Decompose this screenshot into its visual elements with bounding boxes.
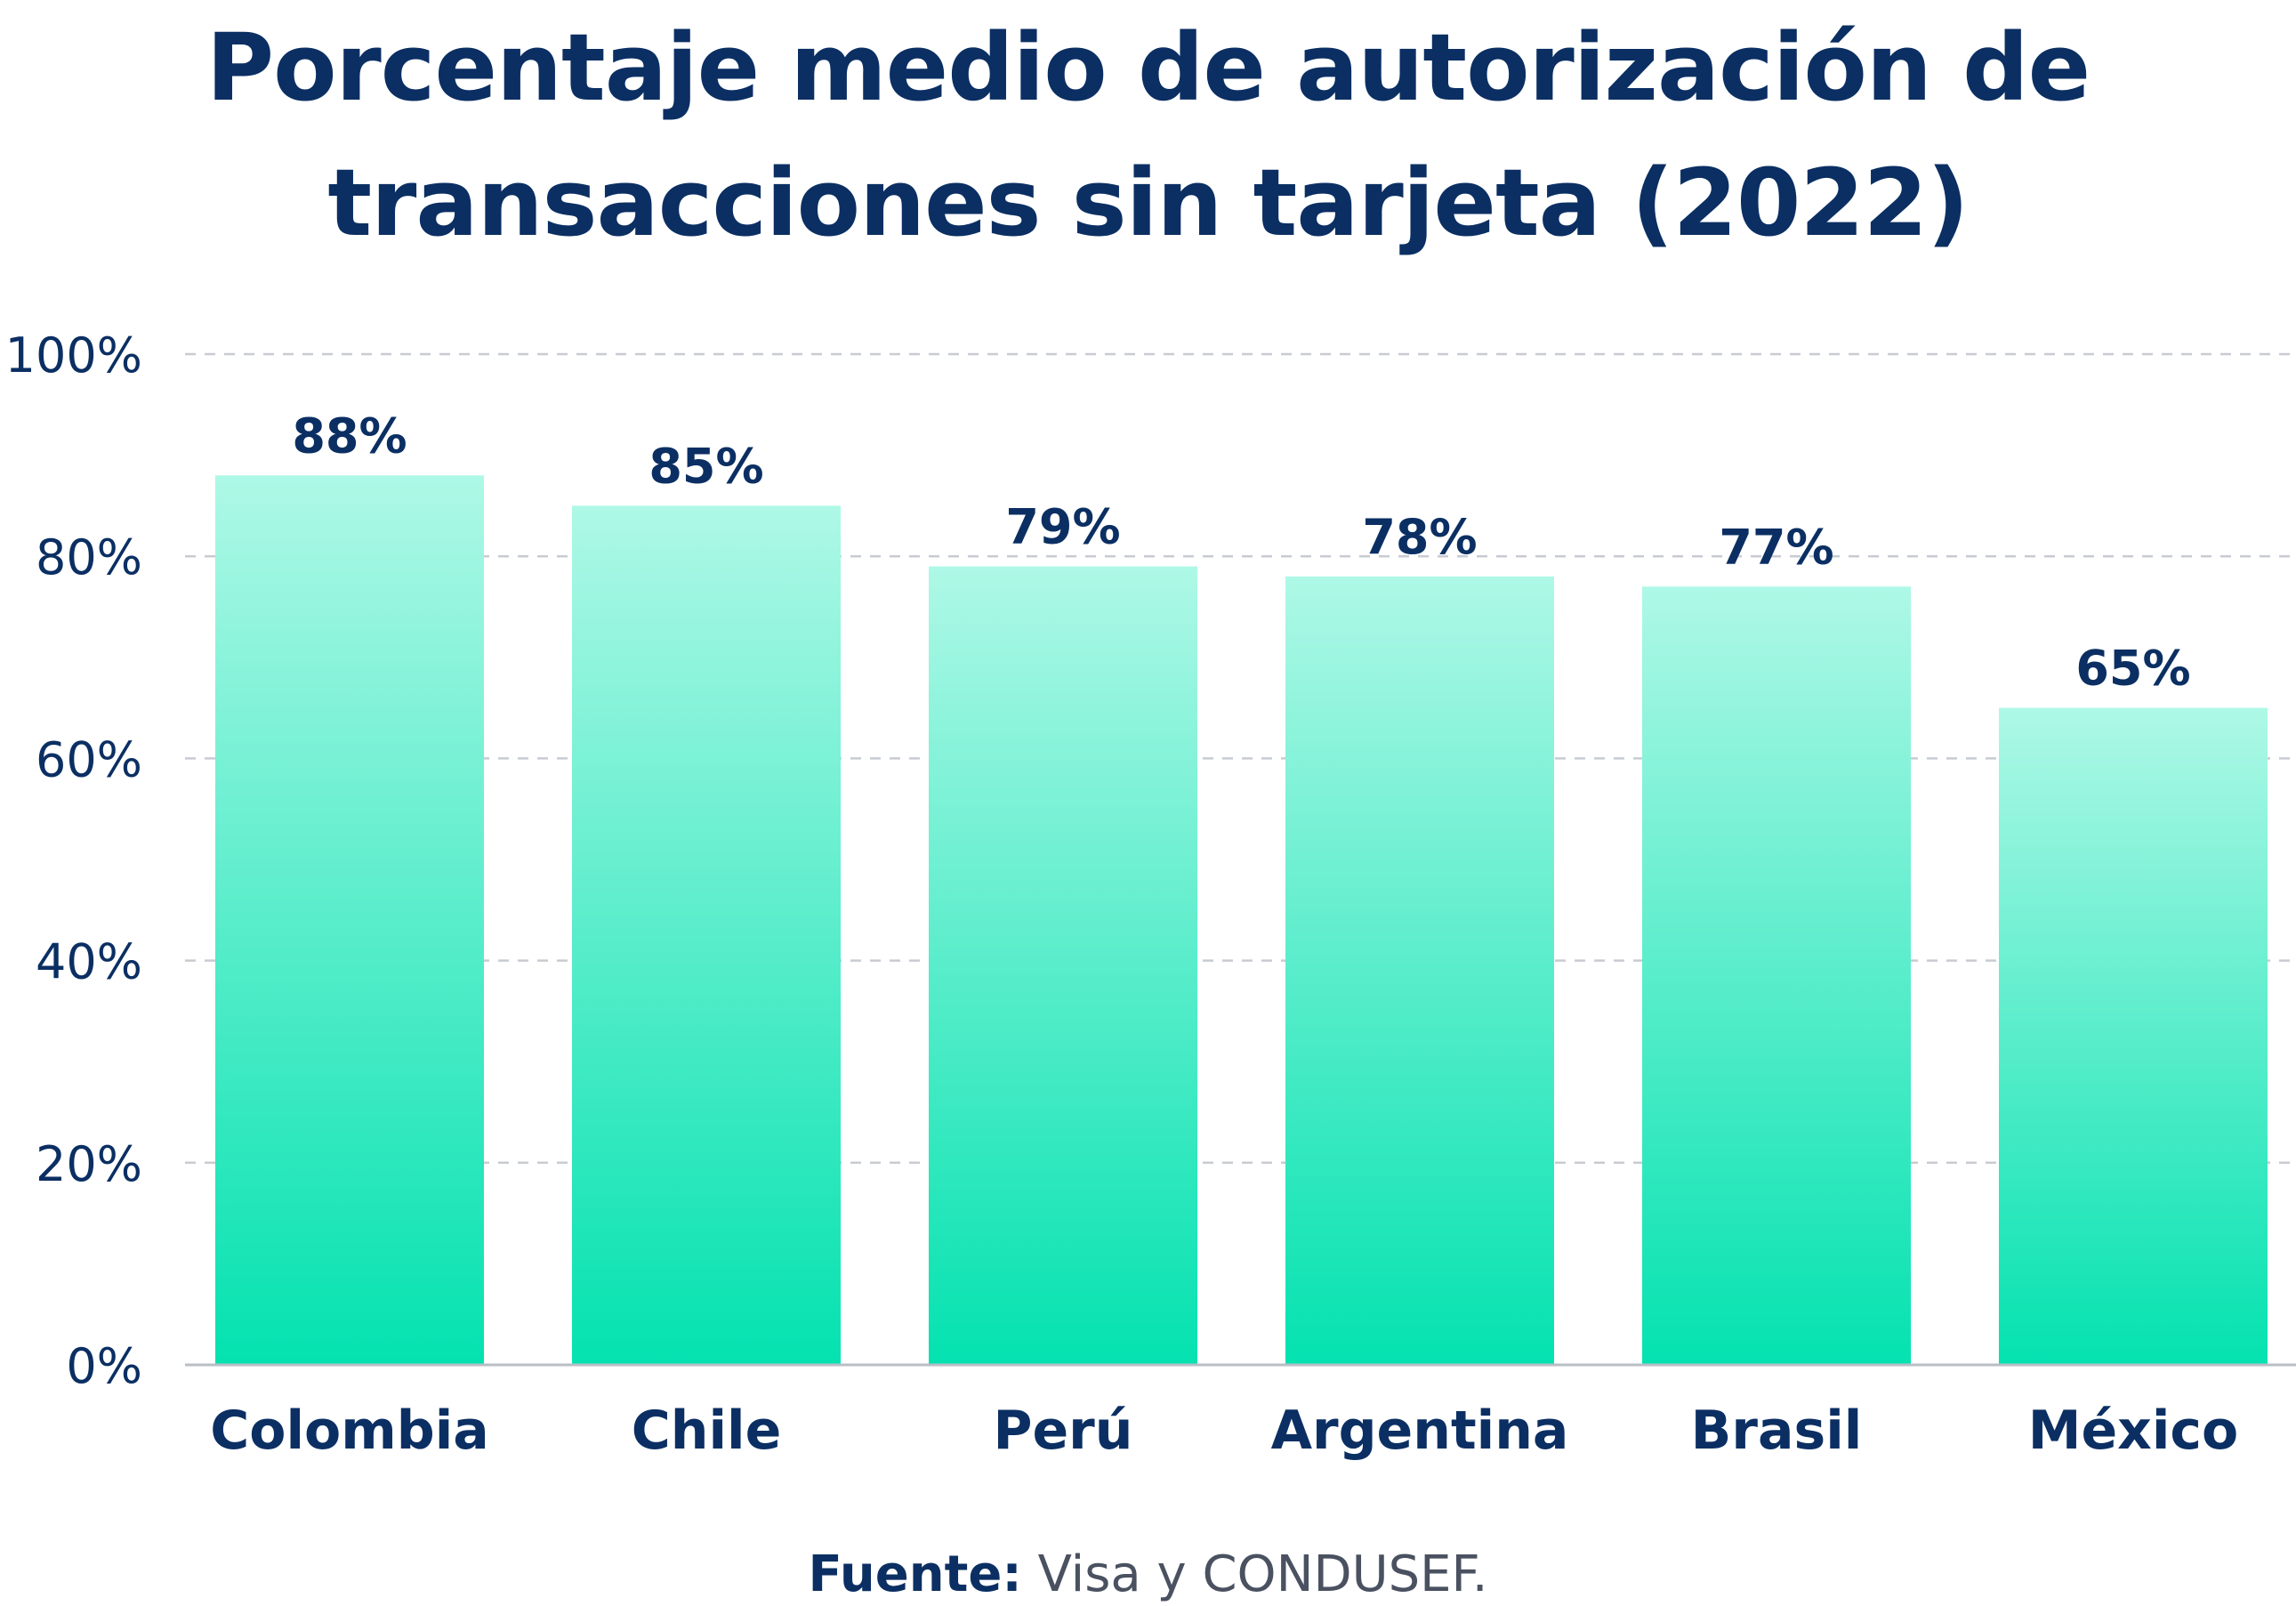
chart-title-line-2: transacciones sin tarjeta (2022) [327,149,1969,257]
data-labels: 88% 85% 79% 78% 77% 65% [292,408,2190,696]
bar-méxico [1999,707,2268,1365]
y-tick-label: 20% [36,1136,142,1192]
bar-perú [929,566,1197,1365]
x-tick-label: Colombia [210,1400,489,1462]
chart-title-line-1: Porcentaje medio de autorización de [205,13,2091,122]
x-tick-label: Perú [994,1400,1133,1462]
bars [215,475,2268,1365]
chart-title: Porcentaje medio de autorización de tran… [0,0,2296,270]
bar-chart: 0% 20% 40% 60% 80% 100% 88% 85% 79% 78% 77% 65% Co… [5,327,2296,1462]
bar-chile [572,505,841,1365]
y-tick-label: 40% [36,934,142,990]
bar-colombia [215,475,484,1365]
data-label: 79% [1005,499,1120,555]
source-text: Visa y CONDUSEF. [1021,1545,1488,1603]
data-label: 85% [649,438,763,494]
x-tick-label: Chile [632,1400,782,1462]
x-tick-label: México [2028,1400,2238,1462]
grid-lines [185,352,2296,1165]
data-label: 65% [2075,641,2190,697]
x-tick-label: Argentina [1271,1400,1569,1462]
data-label: 88% [292,408,407,464]
bar-brasil [1642,586,1911,1365]
source-label: Fuente: [808,1545,1022,1603]
y-tick-label: 80% [36,529,142,585]
x-tick-label: Brasil [1691,1400,1863,1462]
data-label: 77% [1719,519,1833,575]
y-axis: 0% 20% 40% 60% 80% 100% [5,327,142,1394]
y-tick-label: 100% [5,327,142,383]
x-axis: Colombia Chile Perú Argentina Brasil México [185,1363,2296,1462]
data-label: 78% [1362,509,1477,565]
y-tick-label: 60% [36,731,142,787]
source-note: Fuente: Visa y CONDUSEF. [0,1544,2296,1606]
bar-argentina [1285,576,1554,1365]
y-tick-label: 0% [66,1338,142,1394]
